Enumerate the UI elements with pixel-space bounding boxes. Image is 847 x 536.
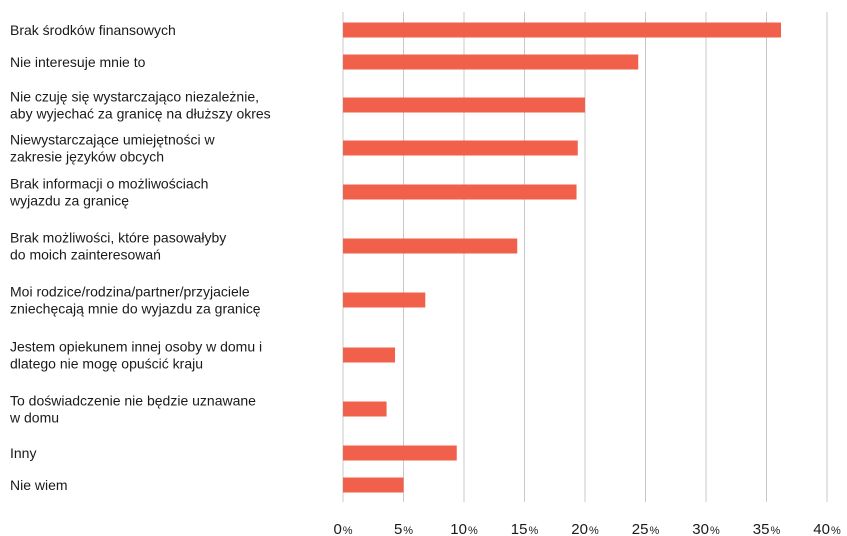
bar-10 xyxy=(343,478,404,493)
x-tick-number: 30 xyxy=(692,521,709,536)
x-tick-label-20: 20% xyxy=(571,521,599,536)
x-tick-unit: % xyxy=(343,525,353,536)
x-tick-unit: % xyxy=(710,525,720,536)
bar-3 xyxy=(343,141,578,156)
x-tick-unit: % xyxy=(528,525,538,536)
x-tick-label-25: 25% xyxy=(632,521,660,536)
x-tick-number: 0 xyxy=(333,521,341,536)
x-tick-label-35: 35% xyxy=(753,521,781,536)
x-tick-number: 10 xyxy=(450,521,467,536)
bar-7 xyxy=(343,348,395,363)
x-tick-unit: % xyxy=(589,525,599,536)
x-tick-label-40: 40% xyxy=(813,521,841,536)
x-tick-unit: % xyxy=(831,525,841,536)
category-label-3: Niewystarczające umiejętności w zakresie … xyxy=(10,132,216,165)
x-tick-number: 20 xyxy=(571,521,588,536)
x-axis-ticks: 0% 5% 10% 15% 20% 25% 30% 35% 40% xyxy=(333,521,841,536)
x-tick-unit: % xyxy=(468,525,478,536)
bar-8 xyxy=(343,402,387,417)
category-label-9: Inny xyxy=(10,445,36,461)
x-tick-label-5: 5% xyxy=(394,521,413,536)
category-label-0: Brak środków finansowych xyxy=(10,22,176,38)
bar-0 xyxy=(343,23,781,38)
x-tick-label-30: 30% xyxy=(692,521,720,536)
bar-5 xyxy=(343,239,517,254)
x-tick-label-15: 15% xyxy=(511,521,539,536)
x-tick-number: 25 xyxy=(632,521,649,536)
category-label-6: Moi rodzice/rodzina/partner/przyjaciele z… xyxy=(10,284,261,317)
bar-9 xyxy=(343,446,457,461)
x-tick-number: 35 xyxy=(753,521,770,536)
category-labels: Brak środków finansowych Nie interesuje m… xyxy=(9,22,271,493)
x-tick-unit: % xyxy=(403,525,413,536)
x-tick-label-10: 10% xyxy=(450,521,478,536)
bar-1 xyxy=(343,55,638,70)
x-tick-unit: % xyxy=(649,525,659,536)
category-label-2: Nie czuję się wystarczająco niezależnie,… xyxy=(10,89,271,122)
x-tick-number: 5 xyxy=(394,521,402,536)
bar-2 xyxy=(343,98,585,113)
bar-6 xyxy=(343,293,425,308)
x-tick-number: 15 xyxy=(511,521,528,536)
x-tick-number: 40 xyxy=(813,521,830,536)
bar-4 xyxy=(343,185,577,200)
category-label-4: Brak informacji o możliwościach wyjazdu z… xyxy=(9,176,208,209)
category-label-5: Brak możliwości, które pasowałyby do moic… xyxy=(10,230,226,263)
category-label-8: To doświadczenie nie będzie uznawane w do… xyxy=(9,393,256,426)
category-label-7: Jestem opiekunem innej osoby w domu i dla… xyxy=(10,339,262,372)
category-label-1: Nie interesuje mnie to xyxy=(10,54,146,70)
x-tick-unit: % xyxy=(770,525,780,536)
x-tick-label-0: 0% xyxy=(333,521,352,536)
category-label-10: Nie wiem xyxy=(10,477,68,493)
bars xyxy=(343,23,781,493)
gridlines xyxy=(343,12,827,502)
